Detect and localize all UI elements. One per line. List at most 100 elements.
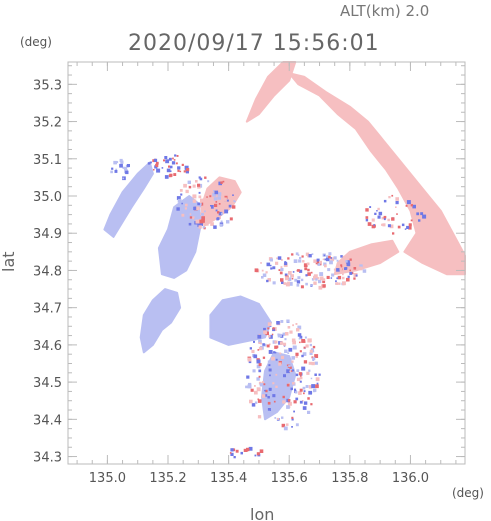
echo-speckle — [199, 177, 203, 181]
echo-speckle — [314, 373, 317, 376]
echo-speckle — [344, 267, 348, 270]
echo-speckle — [371, 218, 375, 222]
echo-speckle — [213, 225, 217, 229]
echo-speckle — [296, 280, 301, 284]
echo-speckle — [315, 384, 319, 389]
echo-speckle — [306, 371, 310, 375]
echo-speckle — [240, 451, 243, 455]
echo-speckle — [312, 357, 316, 361]
echo-speckle — [205, 222, 209, 226]
echo-speckle — [193, 206, 197, 211]
echo-speckle — [283, 342, 287, 346]
echo-speckle — [328, 255, 331, 259]
echo-speckle — [245, 385, 248, 389]
echo-speckle — [269, 412, 273, 416]
echo-speckle — [156, 168, 161, 173]
echo-speckle — [192, 217, 195, 220]
echo-speckle — [268, 399, 271, 402]
echo-speckle — [177, 166, 181, 170]
echo-speckle — [256, 387, 261, 392]
echo-speckle — [345, 260, 348, 263]
echo-speckle — [267, 396, 270, 399]
echo-speckle — [339, 267, 343, 271]
echo-speckle — [293, 259, 298, 263]
echo-speckle — [248, 446, 253, 451]
echo-speckle — [230, 448, 234, 452]
echo-speckle — [346, 260, 350, 264]
echo-speckle — [297, 269, 300, 272]
echo-speckle — [256, 364, 261, 369]
echo-speckle — [337, 275, 342, 280]
echo-speckle — [291, 338, 296, 342]
echo-speckle — [309, 349, 313, 353]
echo-speckle — [222, 180, 225, 183]
echo-speckle — [293, 400, 297, 404]
echo-speckle — [262, 273, 267, 277]
echo-speckle — [299, 350, 302, 353]
echo-speckle — [297, 333, 302, 337]
echo-speckle — [277, 417, 279, 420]
echo-speckle — [273, 400, 276, 403]
echo-speckle — [322, 258, 325, 261]
echo-speckle — [299, 335, 303, 339]
echo-speckle — [185, 211, 187, 213]
echo-speckle — [296, 369, 300, 373]
echo-speckle — [283, 282, 287, 285]
echo-speckle — [198, 195, 202, 199]
echo-speckle — [232, 448, 236, 452]
echo-speckle — [276, 321, 280, 325]
speckle-layer — [110, 154, 427, 459]
echo-speckle — [272, 266, 276, 270]
echo-speckle — [257, 399, 262, 403]
y-tick-label: 34.4 — [33, 413, 62, 428]
echo-speckle — [319, 260, 322, 264]
echo-speckle — [335, 280, 337, 282]
echo-speckle — [256, 452, 260, 456]
echo-speckle — [269, 374, 271, 377]
echo-speckle — [304, 267, 308, 271]
echo-speckle — [176, 207, 180, 211]
echo-speckle — [268, 372, 271, 375]
echo-speckle — [263, 327, 266, 331]
echo-speckle — [288, 382, 290, 385]
echo-speckle — [267, 408, 271, 411]
echo-speckle — [279, 341, 284, 345]
y-tick-label: 34.7 — [33, 302, 62, 317]
echo-speckle — [312, 345, 316, 349]
echo-speckle — [232, 194, 234, 196]
echo-speckle — [362, 269, 367, 273]
echo-speckle — [230, 199, 234, 203]
echo-speckle — [185, 170, 189, 174]
echo-speckle — [319, 276, 324, 281]
echo-speckle — [323, 262, 327, 266]
echo-speckle — [188, 222, 192, 226]
echo-speckle — [274, 340, 278, 344]
echo-speckle — [275, 358, 278, 361]
y-tick-label: 35.2 — [33, 116, 62, 131]
echo-speckle — [410, 200, 414, 203]
echo-speckle — [284, 383, 287, 386]
blue-echo-osaka-center — [209, 295, 272, 346]
echo-speckle — [378, 211, 383, 216]
echo-speckle — [268, 364, 271, 367]
echo-speckle — [232, 205, 236, 209]
echo-speckle — [252, 369, 256, 373]
echo-speckle — [266, 262, 271, 267]
echo-speckle — [197, 223, 201, 227]
echo-speckle — [257, 415, 262, 419]
echo-speckle — [322, 284, 326, 288]
echo-speckle — [181, 163, 184, 166]
echo-speckle — [267, 327, 270, 330]
echo-speckle — [291, 370, 293, 372]
echo-speckle — [163, 159, 165, 162]
echo-speckle — [155, 161, 159, 165]
echo-speckle — [213, 190, 215, 192]
echo-speckle — [246, 375, 250, 379]
echo-speckle — [268, 343, 271, 346]
echo-speckle — [336, 277, 339, 280]
echo-speckle — [197, 203, 202, 208]
echo-speckle — [201, 216, 205, 220]
echo-speckle — [296, 269, 299, 272]
echo-speckle — [391, 194, 394, 197]
echo-speckle — [392, 232, 395, 235]
